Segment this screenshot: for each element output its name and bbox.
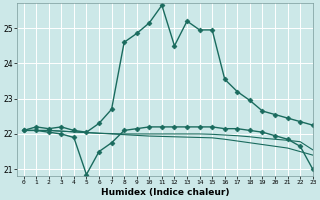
X-axis label: Humidex (Indice chaleur): Humidex (Indice chaleur) xyxy=(101,188,229,197)
